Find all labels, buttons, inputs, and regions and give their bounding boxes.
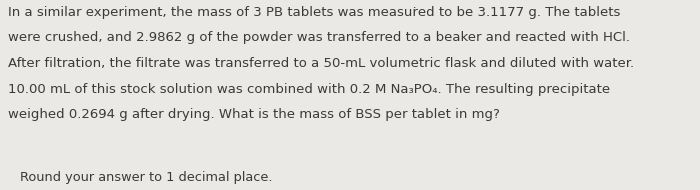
Text: 10.00 mL of this stock solution was combined with 0.2 M Na₃PO₄. The resulting pr: 10.00 mL of this stock solution was comb… <box>8 83 610 96</box>
Text: In a similar experiment, the mass of 3 PB tablets was measuṙed to be 3.1177 g. : In a similar experiment, the mass of 3 P… <box>8 6 621 19</box>
Text: After filtration, the filtrate was transferred to a 50-mL volumetric flask and d: After filtration, the filtrate was trans… <box>8 57 634 70</box>
Text: Round your answer to 1 decimal place.: Round your answer to 1 decimal place. <box>20 171 272 184</box>
Text: weighed 0.2694 g after drying. What is the mass of BSS per tablet in mg?: weighed 0.2694 g after drying. What is t… <box>8 108 500 121</box>
Text: were crushed, and 2.9862 g of the powder was transferred to a beaker and reacted: were crushed, and 2.9862 g of the powder… <box>8 31 631 44</box>
